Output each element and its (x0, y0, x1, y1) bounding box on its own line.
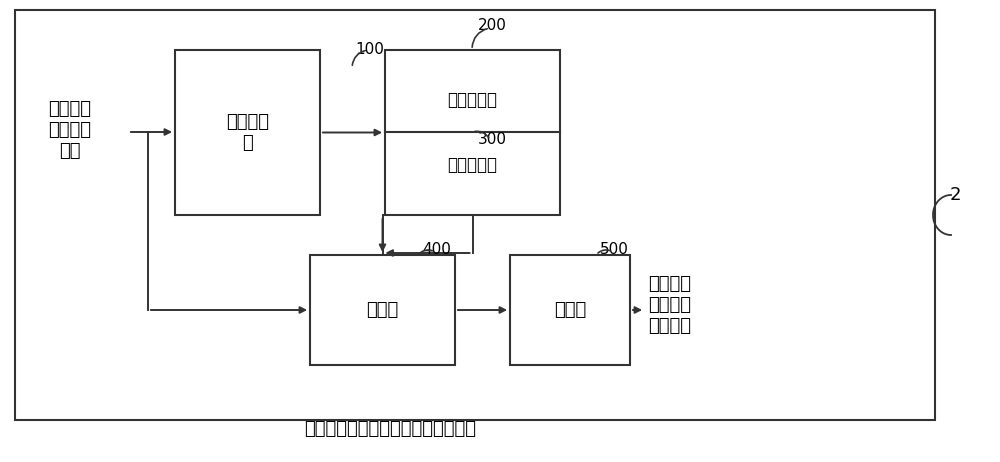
Text: 包络检测
器: 包络检测 器 (226, 113, 269, 152)
Bar (310, 255, 455, 365)
Bar (510, 255, 630, 365)
Bar (385, 50, 560, 215)
Text: 自同步脉
冲超宽带
信号: 自同步脉 冲超宽带 信号 (48, 100, 92, 160)
Text: 400: 400 (422, 242, 451, 257)
Text: 自同步脉
冲超宽带
解调信号: 自同步脉 冲超宽带 解调信号 (648, 275, 691, 335)
Text: 比较器: 比较器 (554, 301, 586, 319)
Bar (15, 10, 935, 420)
Text: 500: 500 (600, 242, 629, 257)
Text: 200: 200 (478, 18, 507, 33)
Text: 同步控制器: 同步控制器 (447, 156, 497, 174)
Text: 2: 2 (949, 186, 961, 204)
Text: 窗口生成器: 窗口生成器 (447, 91, 497, 109)
Text: 300: 300 (478, 132, 507, 147)
Bar (175, 50, 320, 215)
Text: 100: 100 (355, 42, 384, 57)
Text: 积分器: 积分器 (366, 301, 399, 319)
Text: 自同步脉冲超宽带信号基带解调电路: 自同步脉冲超宽带信号基带解调电路 (304, 420, 476, 438)
